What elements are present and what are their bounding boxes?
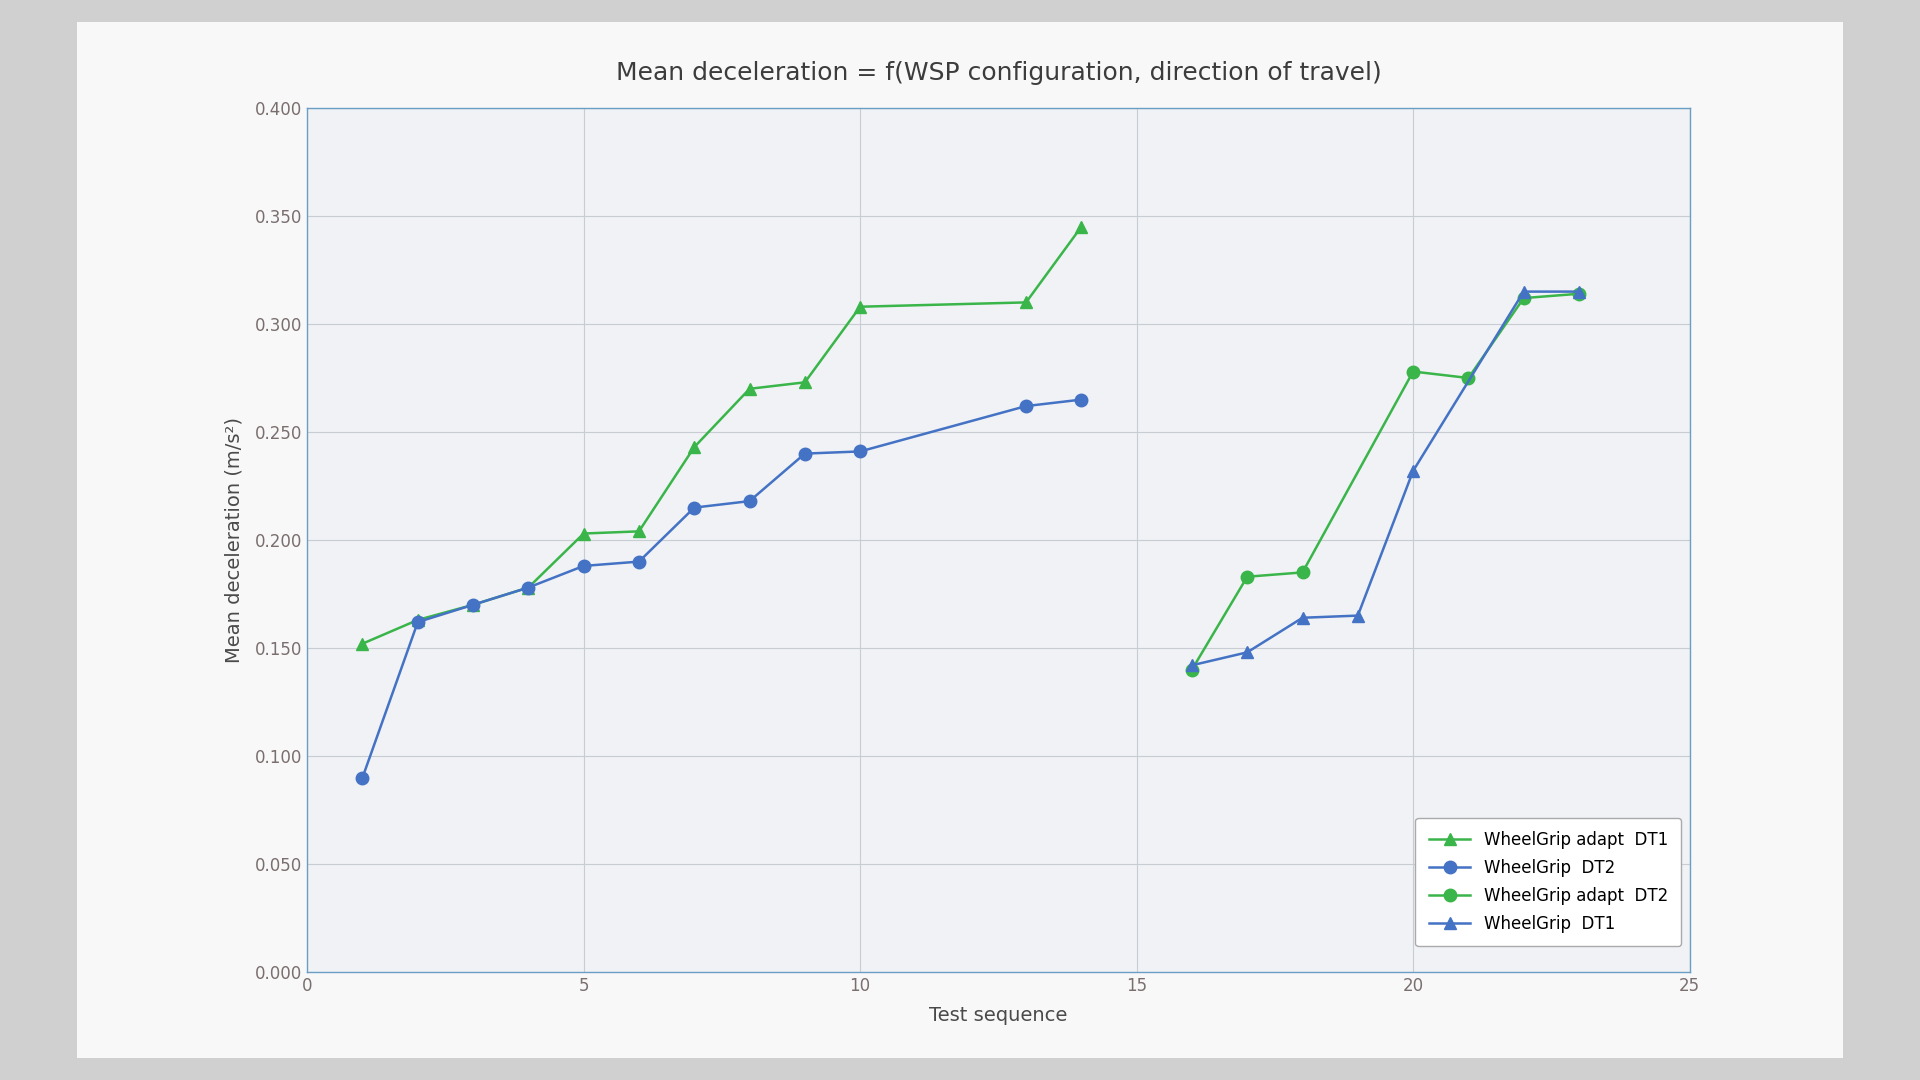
WheelGrip adapt  DT1 [461,598,484,611]
WheelGrip  DT1 [1181,659,1204,672]
WheelGrip adapt  DT1 [407,613,430,626]
WheelGrip adapt  DT1 [1069,220,1092,233]
WheelGrip  DT2 [1014,400,1037,413]
WheelGrip adapt  DT2 [1567,287,1590,300]
WheelGrip  DT2 [1069,393,1092,406]
WheelGrip  DT2 [628,555,651,568]
WheelGrip adapt  DT2 [1181,663,1204,676]
WheelGrip  DT1 [1402,464,1425,477]
WheelGrip adapt  DT2 [1513,292,1536,305]
WheelGrip adapt  DT1 [628,525,651,538]
WheelGrip  DT2 [407,616,430,629]
WheelGrip  DT1 [1567,285,1590,298]
WheelGrip  DT2 [849,445,872,458]
Line: WheelGrip  DT1: WheelGrip DT1 [1187,285,1586,672]
WheelGrip adapt  DT2 [1236,570,1260,583]
WheelGrip  DT2 [793,447,816,460]
WheelGrip adapt  DT1 [1014,296,1037,309]
Legend: WheelGrip adapt  DT1, WheelGrip  DT2, WheelGrip adapt  DT2, WheelGrip  DT1: WheelGrip adapt DT1, WheelGrip DT2, Whee… [1415,818,1682,946]
Y-axis label: Mean deceleration (m/s²): Mean deceleration (m/s²) [225,417,244,663]
WheelGrip adapt  DT1 [351,637,374,650]
WheelGrip adapt  DT2 [1457,372,1480,384]
WheelGrip adapt  DT1 [572,527,595,540]
WheelGrip  DT1 [1513,285,1536,298]
WheelGrip  DT1 [1236,646,1260,659]
WheelGrip  DT2 [684,501,707,514]
Line: WheelGrip adapt  DT2: WheelGrip adapt DT2 [1187,287,1586,676]
WheelGrip adapt  DT2 [1402,365,1425,378]
Line: WheelGrip adapt  DT1: WheelGrip adapt DT1 [357,220,1087,650]
WheelGrip adapt  DT1 [684,441,707,454]
X-axis label: Test sequence: Test sequence [929,1005,1068,1025]
Title: Mean deceleration = f(WSP configuration, direction of travel): Mean deceleration = f(WSP configuration,… [616,62,1380,85]
WheelGrip adapt  DT1 [849,300,872,313]
WheelGrip  DT2 [351,771,374,784]
WheelGrip adapt  DT1 [737,382,760,395]
WheelGrip  DT1 [1290,611,1313,624]
WheelGrip adapt  DT1 [516,581,540,594]
WheelGrip  DT2 [737,495,760,508]
WheelGrip adapt  DT2 [1290,566,1313,579]
Line: WheelGrip  DT2: WheelGrip DT2 [357,393,1087,784]
WheelGrip  DT1 [1346,609,1369,622]
WheelGrip  DT2 [572,559,595,572]
WheelGrip adapt  DT1 [793,376,816,389]
WheelGrip  DT2 [461,598,484,611]
WheelGrip  DT2 [516,581,540,594]
